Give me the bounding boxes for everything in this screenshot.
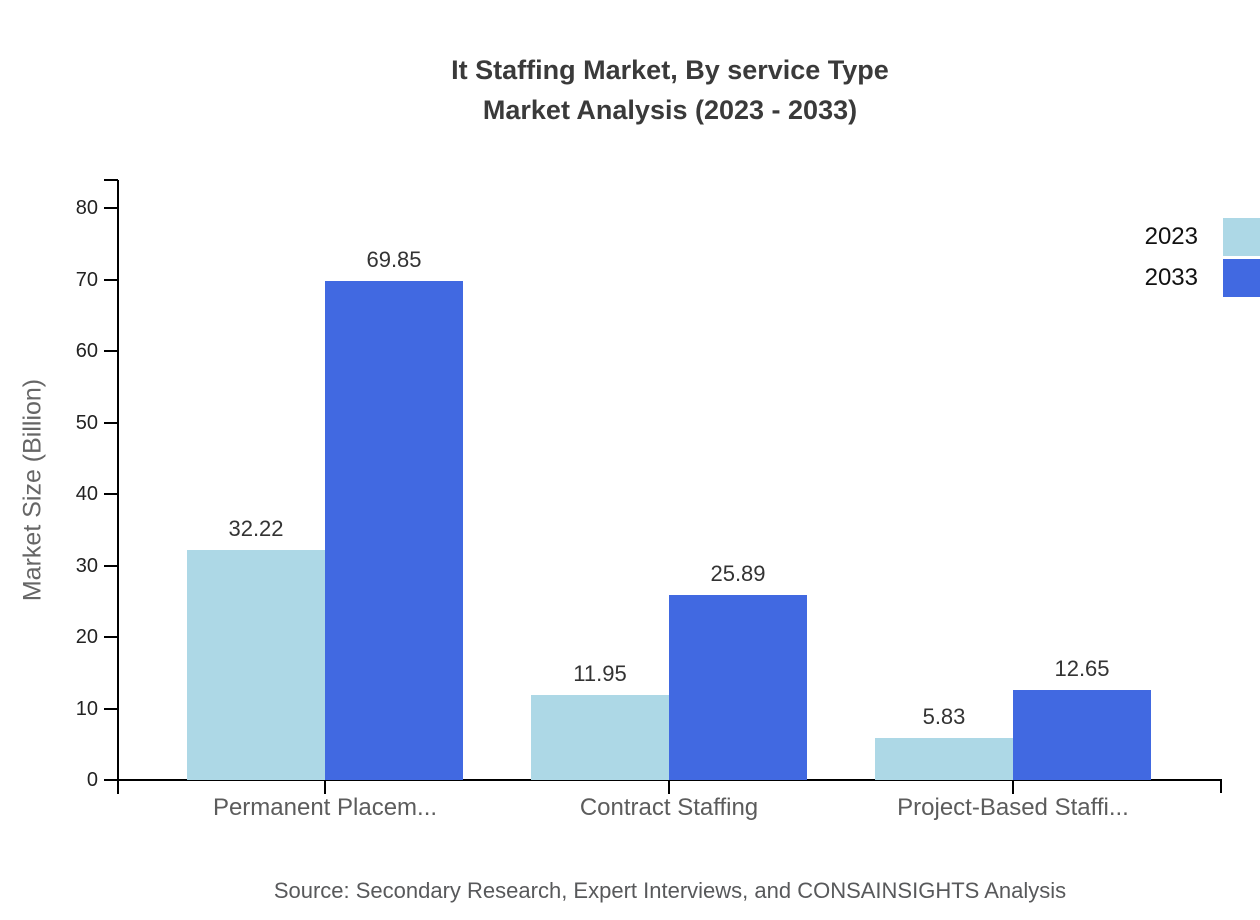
- y-tick-label: 30: [75, 554, 98, 577]
- y-tick: [104, 421, 118, 424]
- y-tick: [104, 636, 118, 638]
- y-tick: [104, 278, 118, 281]
- value-label-2023-2: 5.83: [922, 704, 966, 730]
- bar-2023-1: [531, 694, 669, 780]
- x-tick: [324, 781, 326, 794]
- y-tick-label: 50: [75, 411, 98, 434]
- source-note: Source: Secondary Research, Expert Inter…: [273, 878, 1067, 903]
- x-tick: [668, 781, 670, 794]
- legend-swatch-2023: [1223, 218, 1260, 256]
- category-label: Contract Staffing: [579, 794, 759, 821]
- value-label-2033-1: 25.89: [710, 560, 766, 586]
- bar-2023-2: [875, 738, 1013, 780]
- value-label-2023-1: 11.95: [573, 660, 627, 686]
- bar-2033-0: [325, 280, 463, 780]
- y-tick-label: 60: [75, 340, 98, 362]
- legend-swatch-2033: [1223, 259, 1260, 297]
- y-tick-label: 20: [75, 626, 98, 648]
- chart-title-line2: Market Analysis (2023 - 2033): [482, 95, 858, 125]
- y-tick-label: 10: [75, 697, 98, 720]
- chart-title: It Staffing Market, By service Type Mark…: [80, 50, 1260, 130]
- value-label-2023-0: 32.22: [228, 515, 284, 541]
- y-tick: [104, 564, 118, 567]
- category-label: Permanent Placem...: [212, 794, 438, 821]
- y-tick: [104, 707, 118, 710]
- category-label: Project-Based Staffi...: [897, 794, 1129, 821]
- y-axis-line: [117, 180, 119, 794]
- x-axis-end-tick: [1220, 780, 1222, 793]
- y-tick: [104, 350, 118, 352]
- y-tick: [104, 493, 118, 495]
- bar-2023-0: [187, 549, 325, 780]
- legend-label-2033: 2033: [1144, 264, 1198, 291]
- bar-2033-2: [1013, 689, 1151, 780]
- y-tick-label: 0: [86, 769, 98, 791]
- value-label-2033-2: 12.65: [1054, 655, 1110, 681]
- x-tick: [1012, 781, 1014, 794]
- y-tick-label: 80: [75, 197, 98, 219]
- value-label-2033-0: 69.85: [366, 246, 422, 272]
- y-tick: [104, 207, 118, 209]
- x-axis-line: [106, 779, 1222, 781]
- y-axis-top-cap-tick: [104, 179, 118, 181]
- bar-2033-1: [669, 594, 807, 780]
- y-tick: [104, 779, 118, 781]
- legend-label-2023: 2023: [1144, 223, 1198, 250]
- y-tick-label: 40: [75, 483, 98, 505]
- chart-title-line1: It Staffing Market, By service Type: [451, 55, 889, 85]
- y-tick-label: 70: [75, 268, 98, 291]
